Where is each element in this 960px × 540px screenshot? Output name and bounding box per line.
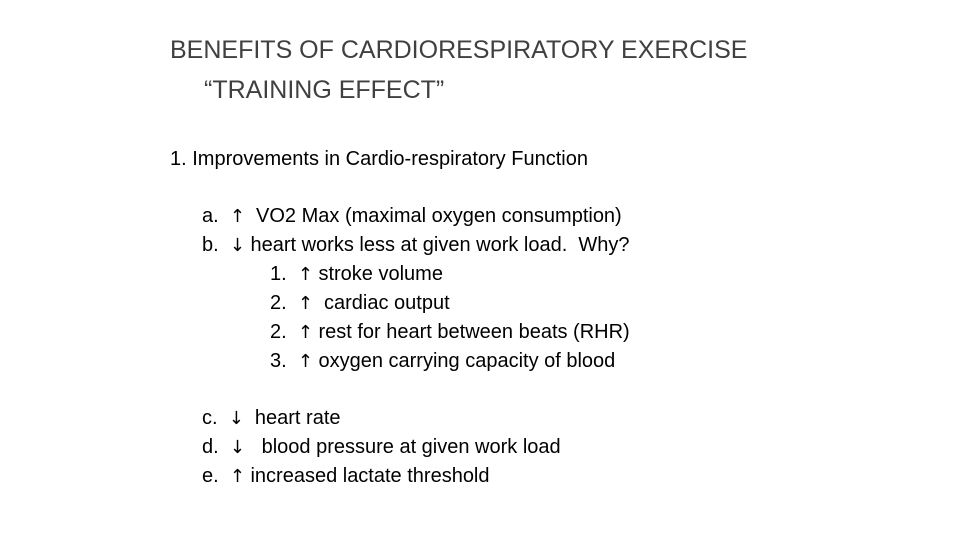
list-top: a. ↑ VO2 Max (maximal oxygen consumption…	[202, 202, 630, 260]
list-marker: b.	[202, 234, 219, 256]
list-item-text: oxygen carrying capacity of blood	[318, 350, 616, 372]
arrow-up-icon: ↑	[297, 351, 313, 372]
title-line-2: “TRAINING EFFECT”	[204, 76, 445, 104]
arrow-up-icon: ↑	[229, 466, 245, 487]
arrow-down-icon: ↓	[229, 437, 245, 458]
arrow-down-icon: ↓	[229, 235, 245, 256]
list-item-text: heart rate	[249, 407, 341, 429]
list-marker: 1.	[270, 263, 287, 285]
list-item: e. ↑ increased lactate threshold	[202, 462, 561, 491]
arrow-up-icon: ↑	[297, 293, 313, 314]
list-marker: d.	[202, 436, 219, 458]
list-item-text: increased lactate threshold	[250, 465, 490, 487]
list-item: b. ↓ heart works less at given work load…	[202, 231, 630, 260]
list-item-text: VO2 Max (maximal oxygen consumption)	[250, 205, 622, 227]
list-sub: 1. ↑ stroke volume 2. ↑ cardiac output 2…	[270, 260, 630, 376]
title-line-1: BENEFITS OF CARDIORESPIRATORY EXERCISE	[170, 36, 748, 64]
list-marker: e.	[202, 465, 219, 487]
list-item-text: rest for heart between beats (RHR)	[318, 321, 630, 343]
slide-title: BENEFITS OF CARDIORESPIRATORY EXERCISE “…	[170, 30, 747, 110]
list-marker: 3.	[270, 350, 287, 372]
arrow-up-icon: ↑	[229, 206, 245, 227]
arrow-down-icon: ↓	[228, 408, 244, 429]
list-item: c. ↓ heart rate	[202, 404, 561, 433]
list-item: a. ↑ VO2 Max (maximal oxygen consumption…	[202, 202, 630, 231]
list-item-text: stroke volume	[318, 263, 443, 285]
list-marker: 2.	[270, 321, 287, 343]
list-item: 2. ↑ cardiac output	[270, 289, 630, 318]
arrow-up-icon: ↑	[297, 264, 313, 285]
section-heading: 1. Improvements in Cardio-respiratory Fu…	[170, 148, 588, 170]
list-item-text: cardiac output	[318, 292, 450, 314]
list-marker: 2.	[270, 292, 287, 314]
list-item: d. ↓ blood pressure at given work load	[202, 433, 561, 462]
list-marker: c.	[202, 407, 218, 429]
list-item: 1. ↑ stroke volume	[270, 260, 630, 289]
list-marker: a.	[202, 205, 219, 227]
list-item-text: blood pressure at given work load	[250, 436, 561, 458]
list-item: 3. ↑ oxygen carrying capacity of blood	[270, 347, 630, 376]
list-item: 2. ↑ rest for heart between beats (RHR)	[270, 318, 630, 347]
arrow-up-icon: ↑	[297, 322, 313, 343]
list-item-text: heart works less at given work load. Why…	[250, 234, 630, 256]
list-bottom: c. ↓ heart rate d. ↓ blood pressure at g…	[202, 404, 561, 491]
